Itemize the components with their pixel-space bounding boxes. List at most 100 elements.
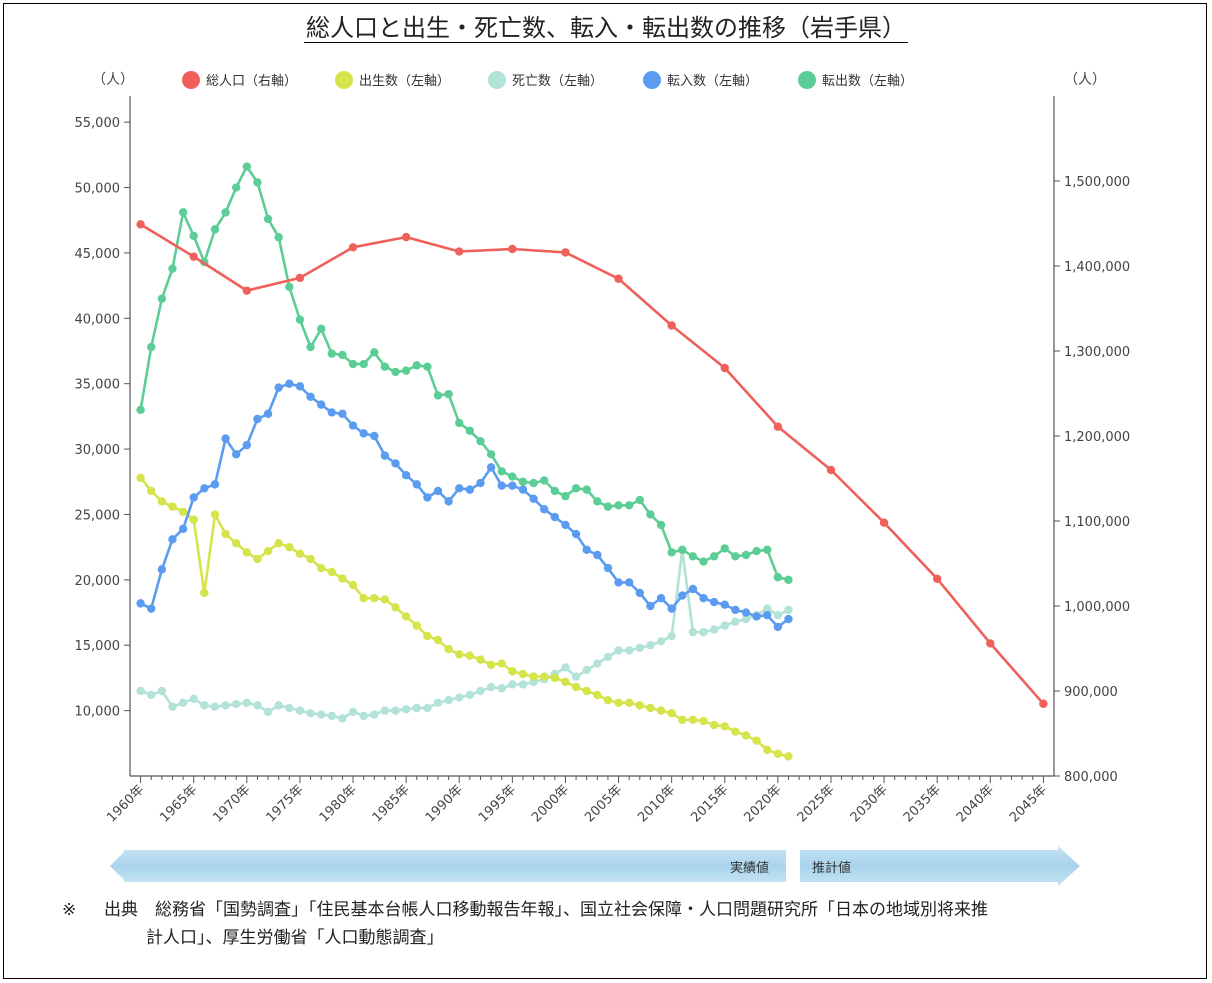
legend-label: 転入数（左軸）	[667, 74, 758, 89]
data-point	[508, 244, 517, 254]
data-point	[401, 232, 411, 242]
data-point	[752, 612, 761, 621]
data-point	[295, 549, 305, 558]
legend-item[interactable]: 転出数（左軸）	[798, 71, 913, 89]
data-point	[656, 637, 666, 646]
data-point	[603, 502, 613, 511]
data-point	[221, 529, 230, 539]
data-point	[189, 252, 198, 261]
legend-item[interactable]: 転入数（左軸）	[643, 71, 758, 89]
data-point	[561, 663, 570, 672]
data-point	[295, 315, 305, 324]
data-point	[210, 225, 220, 234]
data-point	[306, 709, 315, 718]
data-point	[295, 706, 305, 715]
right-y-tick-label: 800,000	[1064, 770, 1118, 785]
data-point	[540, 505, 549, 514]
data-point	[189, 231, 198, 241]
data-point	[253, 701, 262, 710]
data-point	[242, 440, 252, 450]
series-0	[136, 220, 1048, 708]
data-point	[709, 597, 719, 607]
data-point	[773, 749, 783, 758]
data-point	[210, 510, 220, 519]
data-point	[603, 652, 613, 662]
data-point	[455, 418, 464, 428]
data-point	[720, 722, 729, 731]
data-point	[189, 493, 198, 502]
data-point	[242, 698, 252, 707]
data-point	[221, 701, 230, 710]
data-point	[348, 421, 358, 430]
data-point	[667, 321, 676, 330]
data-point	[232, 183, 241, 192]
data-point	[178, 524, 188, 534]
data-point	[168, 502, 177, 511]
data-point	[370, 710, 379, 719]
data-point	[210, 480, 220, 489]
data-point	[327, 711, 336, 721]
left-y-tick-label: 25,000	[75, 508, 121, 523]
series-3	[136, 379, 793, 632]
data-point	[465, 651, 475, 660]
data-point	[147, 604, 156, 613]
data-point	[667, 604, 676, 613]
data-point	[359, 711, 368, 721]
data-point	[561, 248, 570, 257]
data-point	[306, 554, 315, 564]
data-point	[200, 588, 209, 598]
left-y-tick-label: 35,000	[75, 378, 121, 393]
data-point	[731, 727, 740, 736]
data-point	[656, 593, 666, 603]
data-point	[582, 686, 591, 696]
data-point	[593, 550, 602, 560]
note-mark: ※	[62, 900, 77, 920]
legend-item[interactable]: 死亡数（左軸）	[488, 71, 603, 89]
legend-item[interactable]: 総人口（右軸）	[182, 71, 297, 89]
legend-label: 出生数（左軸）	[359, 74, 450, 89]
data-point	[561, 520, 570, 530]
data-point	[338, 350, 347, 360]
data-point	[720, 363, 729, 373]
data-point	[582, 665, 591, 675]
data-point	[465, 485, 475, 494]
data-point	[316, 563, 326, 573]
data-point	[763, 545, 772, 554]
data-point	[497, 481, 506, 490]
x-tick-label: 1975年	[264, 782, 307, 825]
data-point	[136, 405, 145, 415]
data-point	[380, 451, 390, 460]
data-point	[263, 707, 273, 717]
data-point	[380, 595, 390, 604]
data-point	[147, 690, 156, 700]
series-4	[136, 162, 793, 585]
left-y-tick-label: 55,000	[75, 116, 121, 131]
data-point	[635, 588, 644, 598]
x-tick-label: 2005年	[582, 782, 625, 825]
data-point	[656, 520, 666, 530]
data-point	[465, 426, 475, 435]
figure-frame	[3, 3, 1207, 979]
x-tick-label: 2035年	[901, 782, 944, 825]
data-point	[157, 294, 167, 303]
data-point	[370, 431, 379, 441]
data-point	[423, 362, 432, 371]
data-point	[285, 379, 294, 388]
data-point	[401, 471, 411, 480]
data-point	[147, 486, 156, 496]
legend-swatch	[335, 71, 353, 89]
legend-swatch	[798, 71, 816, 89]
data-point	[624, 578, 634, 587]
x-tick-label: 1985年	[370, 782, 413, 825]
data-point	[423, 493, 432, 502]
actual-period-arrow	[110, 850, 786, 882]
left-axis-unit: （人）	[92, 72, 134, 88]
data-point	[571, 484, 581, 493]
data-point	[200, 484, 209, 493]
legend-item[interactable]: 出生数（左軸）	[335, 71, 450, 89]
data-point	[688, 584, 698, 594]
left-y-tick-label: 10,000	[75, 705, 121, 720]
data-point	[635, 643, 644, 653]
chart-title: 総人口と出生・死亡数、転入・転出数の推移（岩手県）	[0, 8, 1212, 43]
data-point	[731, 552, 740, 561]
